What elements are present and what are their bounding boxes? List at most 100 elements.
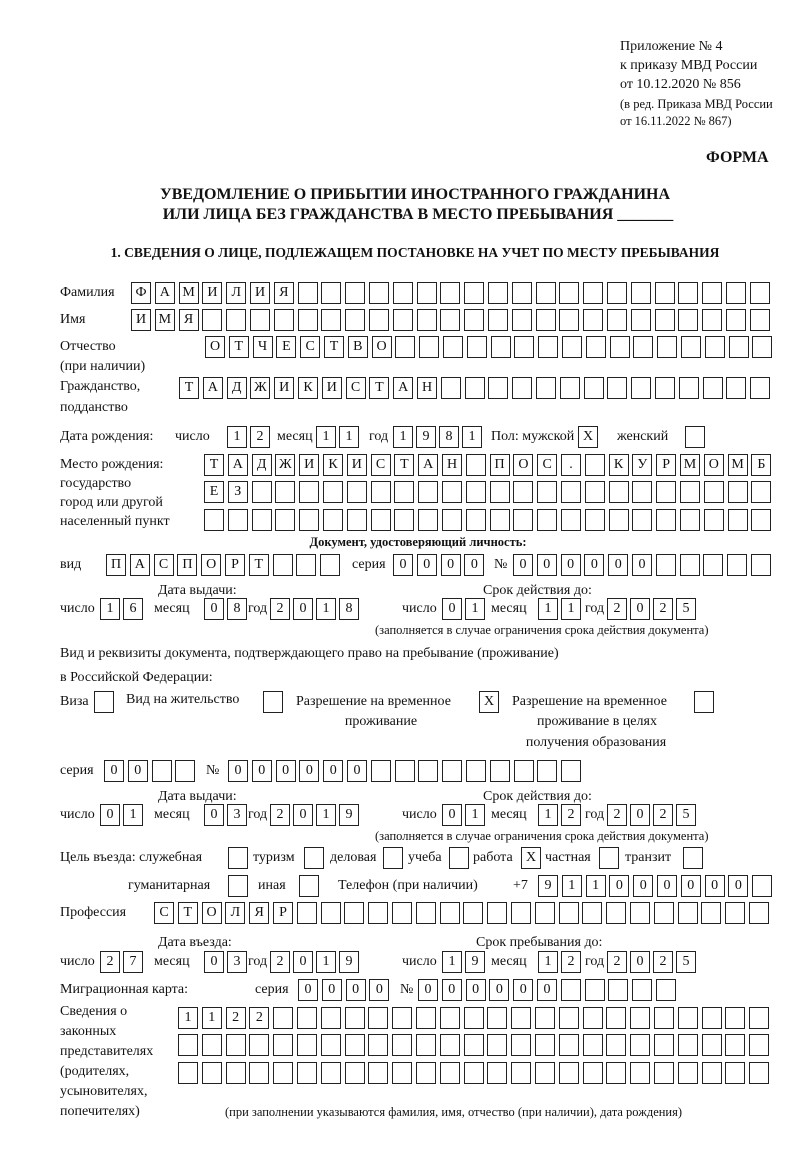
phone-cell[interactable]: 0 — [609, 875, 630, 897]
reps-1-cell[interactable]: 1 — [201, 1007, 222, 1029]
reps-3-cell[interactable] — [511, 1062, 532, 1084]
birth-place-1-cell[interactable]: С — [537, 454, 558, 476]
mig-number-cell[interactable]: 0 — [489, 979, 510, 1001]
id-kind-cell[interactable]: Р — [225, 554, 245, 576]
reps-3-cell[interactable] — [439, 1062, 460, 1084]
citizenship-cell[interactable]: Т — [369, 377, 390, 399]
purpose-other-cell[interactable] — [299, 875, 319, 897]
birth-place-1-cell[interactable]: М — [680, 454, 700, 476]
entry-year-cell[interactable]: 1 — [316, 951, 336, 973]
reps-3-cell[interactable] — [701, 1062, 722, 1084]
name-cell[interactable] — [678, 309, 699, 331]
phone-cell[interactable]: 0 — [657, 875, 677, 897]
stay-series-cell[interactable] — [175, 760, 196, 782]
entry-day-cell[interactable]: 7 — [123, 951, 143, 973]
surname-cell[interactable] — [369, 282, 389, 304]
stay-issue-year-cell[interactable]: 1 — [316, 804, 336, 826]
stay-number-cell[interactable]: 0 — [347, 760, 367, 782]
name-cell[interactable] — [202, 309, 223, 331]
birth-place-2-cell[interactable]: Е — [204, 481, 224, 503]
patronymic-cell[interactable] — [443, 336, 463, 358]
stay-number-cell[interactable] — [489, 760, 510, 782]
birth-year-cell[interactable]: 1 — [393, 426, 413, 448]
birth-place-1-cell[interactable] — [465, 454, 486, 476]
stay-series-cell[interactable]: 0 — [104, 760, 124, 782]
profession-cell[interactable]: О — [201, 902, 222, 924]
birth-place-1-cell[interactable]: С — [370, 454, 391, 476]
reps-1-cell[interactable] — [701, 1007, 722, 1029]
surname-cell[interactable] — [511, 282, 532, 304]
surname-cell[interactable] — [607, 282, 627, 304]
id-issue-year-cell[interactable]: 0 — [293, 598, 313, 620]
birth-place-1-cell[interactable]: К — [323, 454, 343, 476]
birth-place-1-cell[interactable]: М — [727, 454, 748, 476]
reps-1-cell[interactable]: 1 — [178, 1007, 198, 1029]
reps-1-cell[interactable] — [606, 1007, 627, 1029]
surname-cell[interactable] — [559, 282, 580, 304]
reps-1-cell[interactable] — [463, 1007, 484, 1029]
stay-until-day-cell[interactable]: 9 — [465, 951, 485, 973]
id-valid-day-cell[interactable]: 0 — [442, 598, 462, 620]
birth-place-2-cell[interactable] — [418, 481, 439, 503]
reps-2-cell[interactable] — [463, 1034, 484, 1056]
birth-place-3-cell[interactable] — [727, 509, 748, 531]
profession-cell[interactable]: С — [154, 902, 174, 924]
name-cell[interactable] — [749, 309, 770, 331]
citizenship-cell[interactable]: Т — [179, 377, 199, 399]
id-number-cell[interactable]: 0 — [560, 554, 581, 576]
profession-cell[interactable] — [368, 902, 389, 924]
patronymic-cell[interactable] — [466, 336, 487, 358]
birth-place-2-cell[interactable] — [346, 481, 367, 503]
surname-cell[interactable]: Ф — [131, 282, 151, 304]
entry-month-cell[interactable]: 0 — [204, 951, 224, 973]
name-cell[interactable] — [440, 309, 461, 331]
id-valid-year-cell[interactable]: 5 — [676, 598, 696, 620]
birth-place-1-cell[interactable]: П — [489, 454, 510, 476]
stay-valid-year-cell[interactable]: 0 — [630, 804, 650, 826]
reps-1-cell[interactable] — [320, 1007, 341, 1029]
birth-place-1-cell[interactable]: К — [608, 454, 629, 476]
stay-until-year-cell[interactable]: 2 — [653, 951, 673, 973]
reps-2-cell[interactable] — [368, 1034, 389, 1056]
profession-cell[interactable] — [725, 902, 746, 924]
citizenship-cell[interactable] — [512, 377, 533, 399]
name-cell[interactable] — [607, 309, 627, 331]
stay-until-day-cell[interactable]: 1 — [442, 951, 462, 973]
stay-until-year-cell[interactable]: 0 — [630, 951, 650, 973]
profession-cell[interactable] — [653, 902, 674, 924]
stay-series-cell[interactable]: 0 — [127, 760, 148, 782]
surname-cell[interactable] — [416, 282, 437, 304]
birth-place-1-cell[interactable]: Т — [394, 454, 415, 476]
surname-cell[interactable] — [464, 282, 485, 304]
id-number-cell[interactable]: 0 — [536, 554, 557, 576]
profession-cell[interactable]: Т — [177, 902, 198, 924]
stay-until-month-cell[interactable]: 1 — [538, 951, 558, 973]
id-valid-month-cell[interactable]: 1 — [538, 598, 558, 620]
birth-place-2-cell[interactable] — [251, 481, 272, 503]
name-cell[interactable] — [488, 309, 508, 331]
id-kind-cell[interactable]: А — [129, 554, 150, 576]
reps-3-cell[interactable] — [320, 1062, 341, 1084]
patronymic-cell[interactable] — [490, 336, 511, 358]
stay-until-year-cell[interactable]: 2 — [607, 951, 627, 973]
id-series-cell[interactable]: 0 — [416, 554, 437, 576]
birth-place-3-cell[interactable] — [513, 509, 534, 531]
reps-3-cell[interactable] — [606, 1062, 627, 1084]
birth-place-1-cell[interactable]: Д — [251, 454, 272, 476]
stay-number-cell[interactable]: 0 — [228, 760, 248, 782]
name-cell[interactable]: Я — [178, 309, 199, 331]
id-number-cell[interactable]: 0 — [632, 554, 652, 576]
citizenship-cell[interactable] — [726, 377, 747, 399]
name-cell[interactable] — [297, 309, 318, 331]
temp-residence-edu-cell[interactable] — [694, 691, 714, 713]
birth-place-2-cell[interactable] — [394, 481, 415, 503]
surname-cell[interactable]: Л — [226, 282, 247, 304]
purpose-business-cell[interactable] — [383, 847, 403, 869]
citizenship-cell[interactable] — [678, 377, 699, 399]
name-cell[interactable] — [630, 309, 651, 331]
birth-place-3-cell[interactable] — [370, 509, 391, 531]
citizenship-cell[interactable] — [440, 377, 461, 399]
reps-2-cell[interactable] — [606, 1034, 627, 1056]
stay-number-cell[interactable] — [370, 760, 391, 782]
birth-place-3-cell[interactable] — [656, 509, 677, 531]
